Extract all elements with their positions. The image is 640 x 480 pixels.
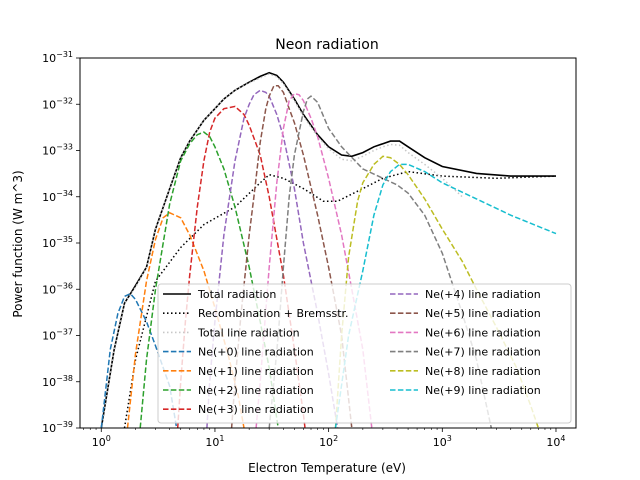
legend-label-11: Ne(+8) line radiation bbox=[425, 365, 541, 378]
series-line-12 bbox=[334, 163, 557, 428]
legend-label-0: Total radiation bbox=[197, 288, 276, 301]
series-line-9 bbox=[255, 92, 373, 428]
legend-label-6: Ne(+3) line radiation bbox=[198, 403, 314, 416]
legend-label-4: Ne(+1) line radiation bbox=[198, 365, 314, 378]
x-tick-label-3: 103 bbox=[433, 434, 452, 449]
y-tick-label-5: 10−34 bbox=[42, 189, 73, 204]
legend-label-10: Ne(+7) line radiation bbox=[425, 346, 541, 359]
y-tick-label-0: 10−39 bbox=[42, 420, 73, 435]
legend-label-9: Ne(+6) line radiation bbox=[425, 326, 541, 339]
series-line-5 bbox=[139, 131, 279, 428]
series-line-3 bbox=[100, 292, 178, 428]
legend-label-1: Recombination + Bremsstr. bbox=[198, 307, 349, 320]
series-line-6 bbox=[176, 105, 306, 428]
series-line-4 bbox=[126, 211, 245, 428]
series-line-8 bbox=[230, 85, 353, 428]
y-tick-label-7: 10−32 bbox=[42, 96, 73, 111]
tick-layer: 100 101 102 103 104 10−39 10−38 10−37 10−36 10−35… bbox=[42, 50, 565, 449]
x-tick-label-2: 102 bbox=[319, 434, 338, 449]
legend: Total radiation Recombination + Bremsstr.… bbox=[157, 283, 572, 424]
series-line-11 bbox=[334, 155, 540, 428]
legend-box bbox=[157, 283, 572, 424]
x-axis-label: Electron Temperature (eV) bbox=[248, 461, 406, 475]
legend-label-2: Total line radiation bbox=[197, 326, 300, 339]
y-tick-label-3: 10−36 bbox=[42, 281, 73, 296]
series-line-2 bbox=[100, 73, 463, 428]
y-tick-label-1: 10−38 bbox=[42, 374, 73, 389]
y-axis-label: Power function (W m^3) bbox=[11, 170, 25, 317]
x-tick-label-1: 101 bbox=[205, 434, 224, 449]
series-line-1 bbox=[123, 170, 557, 428]
legend-label-8: Ne(+5) line radiation bbox=[425, 307, 541, 320]
legend-label-5: Ne(+2) line radiation bbox=[198, 384, 314, 397]
y-tick-label-8: 10−31 bbox=[42, 50, 73, 65]
series-line-10 bbox=[268, 95, 493, 428]
y-tick-label-2: 10−37 bbox=[42, 328, 73, 343]
series-layer bbox=[100, 71, 557, 428]
x-tick-label-0: 100 bbox=[92, 434, 111, 449]
y-tick-label-4: 10−35 bbox=[42, 235, 73, 250]
plot-frame bbox=[79, 57, 577, 429]
series-line-7 bbox=[206, 89, 339, 428]
y-tick-label-6: 10−33 bbox=[42, 143, 73, 158]
x-tick-label-4: 104 bbox=[546, 434, 565, 449]
legend-label-3: Ne(+0) line radiation bbox=[198, 346, 314, 359]
legend-label-12: Ne(+9) line radiation bbox=[425, 384, 541, 397]
legend-label-7: Ne(+4) line radiation bbox=[425, 288, 541, 301]
chart-title: Neon radiation bbox=[275, 37, 378, 53]
